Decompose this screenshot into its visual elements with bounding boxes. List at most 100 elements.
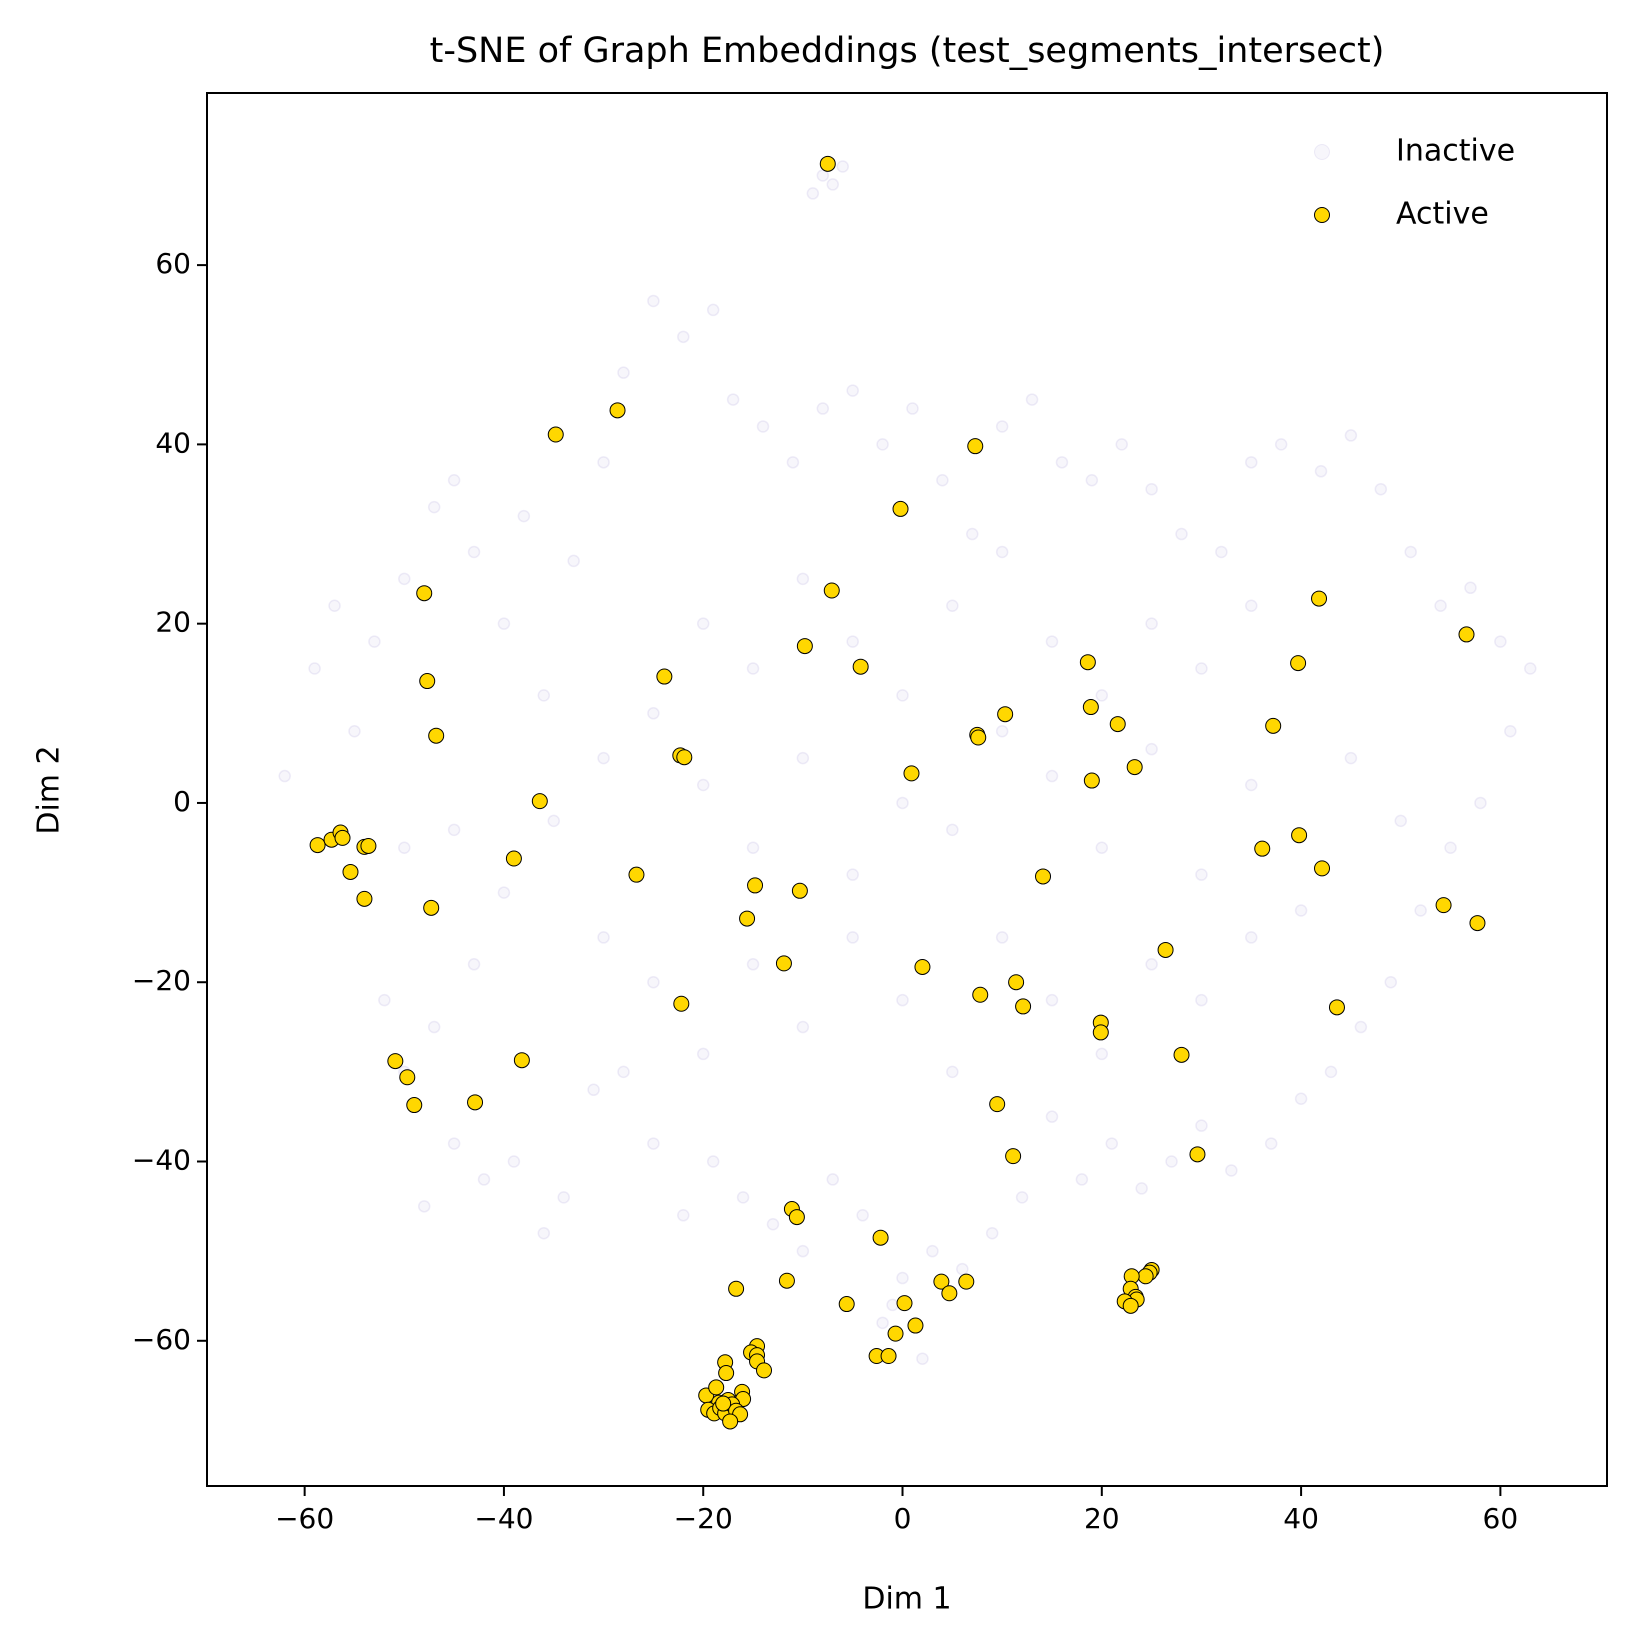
scatter-point [715,1395,732,1412]
y-tick-label: −40 [132,1144,191,1177]
scatter-point [1265,717,1282,734]
scatter-point [936,473,949,487]
y-tick-label: 0 [173,785,191,818]
scatter-point [1444,841,1457,855]
scatter-point [1189,1146,1206,1163]
scatter-point [1015,998,1032,1015]
scatter-point [647,975,660,989]
scatter-point [846,384,859,397]
scatter-point [328,599,341,612]
x-tick-label: −60 [275,1502,334,1535]
legend-label: Inactive [1396,134,1515,169]
scatter-point [1035,868,1052,885]
scatter-point [387,1053,404,1070]
scatter-point [887,1325,904,1342]
y-axis-label: Dim 2 [32,745,67,834]
scatter-point [417,1200,431,1213]
scatter-point [348,724,361,738]
scatter-point [1109,716,1126,733]
scatter-point [946,823,959,837]
scatter-point [966,527,979,541]
scatter-point [718,1365,735,1382]
scatter-point [1274,438,1288,451]
scatter-point [1045,769,1059,783]
scatter-point [970,729,987,746]
scatter-point [609,402,626,419]
scatter-point [876,438,889,451]
scatter-point [1344,429,1358,442]
scatter-point [1122,1297,1139,1314]
scatter-point [903,765,920,782]
scatter-point [956,1262,969,1276]
scatter-point [1294,904,1308,917]
scatter-point [557,1191,570,1204]
scatter-point [1215,545,1228,559]
scatter-point [1025,393,1039,406]
scatter-point [1008,974,1025,991]
scatter-point [1434,599,1447,612]
scatter-point [399,1069,416,1086]
scatter-point [696,617,710,630]
scatter-point [1469,915,1486,932]
scatter-point [1105,1137,1119,1150]
scatter-point [1254,840,1271,857]
scatter-point [796,1020,810,1034]
scatter-point [958,1273,975,1290]
scatter-point [531,793,548,810]
scatter-point [766,1218,780,1231]
scatter-point [398,841,411,855]
scatter-point [513,1052,530,1069]
x-tick-label: 40 [1283,1502,1319,1535]
scatter-point [1083,772,1100,789]
scatter-point [1494,635,1507,648]
scatter-point [826,178,840,191]
scatter-point [995,931,1009,944]
scatter-point [696,1047,710,1061]
scatter-point [826,1173,840,1186]
x-tick-label: −20 [674,1502,733,1535]
scatter-point [1045,635,1059,648]
scatter-point [1344,751,1358,765]
scatter-point [796,1244,810,1258]
scatter-point [1245,456,1258,469]
scatter-point [677,330,690,344]
scatter-point [906,402,919,415]
scatter-point [846,635,859,648]
y-tick-label: 40 [155,426,191,459]
scatter-point [447,823,461,837]
scatter-point [587,1083,600,1097]
scatter-point [547,426,564,443]
scatter-point [846,931,859,944]
scatter-point [1474,796,1487,810]
scatter-point [746,958,760,971]
scatter-point [1055,456,1069,469]
scatter-point [856,1209,869,1222]
scatter-point [677,1209,690,1222]
scatter-point [756,1362,773,1379]
scatter-point [1115,438,1128,451]
scatter-point [914,958,931,975]
scatter-point [360,837,377,854]
scatter-point [1464,581,1477,595]
scatter-point [876,1316,889,1330]
y-tick-label: 60 [155,247,191,280]
scatter-point [1195,868,1208,881]
scatter-point [1015,1191,1029,1204]
scatter-point [997,706,1014,723]
scatter-point [1165,1155,1178,1168]
scatter-point [597,931,610,944]
scatter-point [1126,759,1143,776]
scatter-point [517,509,531,523]
scatter-point [378,993,391,1007]
x-tick-label: 60 [1483,1502,1519,1535]
scatter-point [1145,742,1158,756]
scatter-point [892,500,909,517]
scatter-point [1245,931,1258,944]
scatter-point [1225,1164,1238,1177]
scatter-point [778,1272,795,1289]
legend-marker [1314,144,1330,160]
scatter-point [916,1352,929,1365]
scatter-point [1045,1110,1059,1123]
scatter-point [497,617,511,630]
